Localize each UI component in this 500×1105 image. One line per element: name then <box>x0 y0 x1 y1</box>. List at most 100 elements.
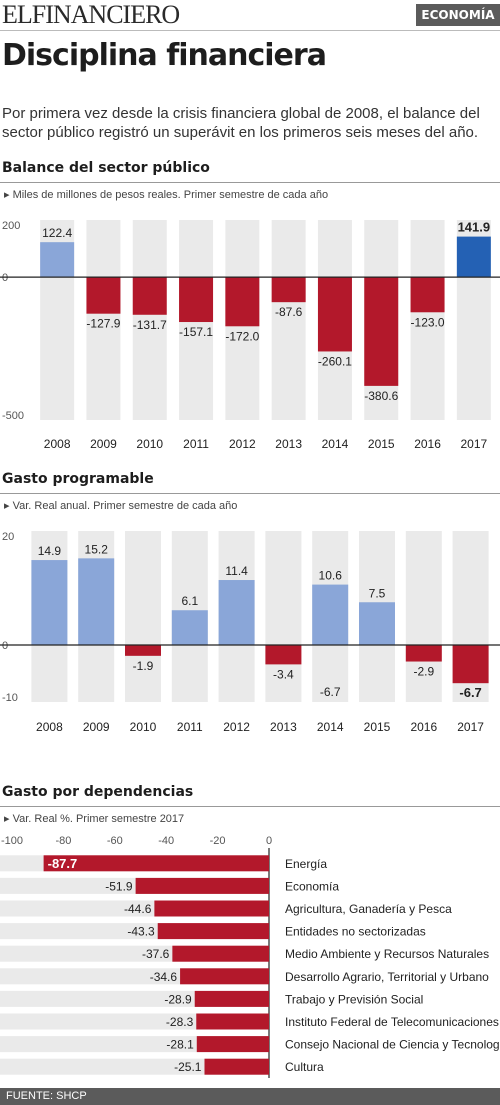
chart1-subtitle: ▸ Miles de millones de pesos reales. Pri… <box>4 189 329 201</box>
balance-x-tick-label: 2009 <box>90 437 117 451</box>
dependencias-chart: -100 -80 -60 -40 -20 0 -87.7 Energía -51.9 Econom… <box>0 835 500 1078</box>
balance-bar <box>40 242 75 278</box>
balance-data-label: -260.1 <box>318 354 352 368</box>
balance-stripe <box>132 220 167 420</box>
dep-bar <box>154 900 269 917</box>
balance-data-label: -123.0 <box>411 315 445 329</box>
intro-text: Por primera vez desde la crisis financie… <box>2 105 480 141</box>
masthead: ELFINANCIERO ECONOMÍA <box>0 0 500 31</box>
gasto-x-tick-label: 2012 <box>223 720 250 734</box>
dep-xtick-label: -60 <box>107 835 123 847</box>
gasto-x-tick-label: 2009 <box>83 720 110 734</box>
dep-data-label: -28.9 <box>164 992 192 1006</box>
gasto-x-tick-label: 2015 <box>364 720 391 734</box>
balance-data-label: -127.9 <box>86 317 120 331</box>
gasto-stripe <box>405 531 442 702</box>
dep-category-label: Desarrollo Agrario, Territorial y Urbano <box>285 970 489 984</box>
balance-x-tick-label: 2013 <box>275 437 302 451</box>
balance-x-tick-label: 2017 <box>460 437 487 451</box>
dep-bar <box>157 923 269 940</box>
balance-chart: 200 0 -500 122.4 2008 -127.9 2009 -131.7 2010 -15… <box>0 220 500 451</box>
dep-bar <box>196 1013 269 1030</box>
dep-xtick-label: -80 <box>55 835 71 847</box>
chart3-subtitle: ▸ Var. Real %. Primer semestre 2017 <box>4 813 185 825</box>
dep-bar <box>135 877 269 894</box>
gasto-bar <box>405 645 442 662</box>
gasto-stripe <box>265 531 302 702</box>
gasto-ytick-label: 20 <box>2 531 14 543</box>
gasto-bar <box>31 560 68 645</box>
gasto-data-label: 10.6 <box>319 569 343 583</box>
balance-stripe <box>271 220 306 420</box>
dep-category-label: Energía <box>285 857 327 871</box>
balance-bar <box>456 236 491 278</box>
chart2-subtitle: ▸ Var. Real anual. Primer semestre de ca… <box>4 500 238 512</box>
gasto-programable-chart: 20 0 -10 14.9 2008 15.2 2009 -1.9 2010 6.1 2011 11.… <box>0 531 500 734</box>
dep-data-label: -43.3 <box>127 925 155 939</box>
dep-bar <box>194 990 269 1007</box>
gasto-x-tick-label: 2016 <box>410 720 437 734</box>
dep-stripe <box>0 1058 269 1075</box>
logo[interactable]: ELFINANCIERO <box>2 0 180 29</box>
balance-x-tick-label: 2016 <box>414 437 441 451</box>
balance-bar <box>317 277 352 352</box>
balance-stripe <box>410 220 445 420</box>
gasto-x-tick-label: 2010 <box>130 720 157 734</box>
gasto-bar <box>78 558 115 645</box>
dep-xtick-label: -20 <box>210 835 226 847</box>
chart1-title: Balance del sector público <box>2 160 210 176</box>
balance-data-label: -380.6 <box>364 389 398 403</box>
balance-data-label: 122.4 <box>42 226 72 240</box>
dep-data-label: -87.7 <box>48 856 78 871</box>
gasto-data-label: 11.4 <box>225 564 248 578</box>
gasto-stripe <box>125 531 161 702</box>
balance-x-tick-label: 2008 <box>44 437 71 451</box>
dep-category-label: Consejo Nacional de Ciencia y Tecnología <box>285 1038 500 1052</box>
gasto-x-tick-label: 2017 <box>457 720 484 734</box>
gasto-data-label: 7.5 <box>369 586 386 600</box>
balance-bar <box>410 277 445 313</box>
gasto-annotation: -6.7 <box>320 685 341 699</box>
gasto-data-label: -6.7 <box>459 685 481 700</box>
balance-x-tick-label: 2012 <box>229 437 256 451</box>
gasto-bar <box>265 645 302 665</box>
dep-xtick-label: 0 <box>266 835 272 847</box>
page-title: Disciplina financiera <box>2 38 327 73</box>
balance-data-label: 141.9 <box>458 220 491 235</box>
dep-data-label: -25.1 <box>174 1060 202 1074</box>
gasto-x-tick-label: 2013 <box>270 720 297 734</box>
gasto-x-tick-label: 2008 <box>36 720 63 734</box>
chart3-rule <box>0 806 500 807</box>
dep-data-label: -34.6 <box>150 970 178 984</box>
dep-category-label: Cultura <box>285 1060 324 1074</box>
source-note: FUENTE: SHCP <box>0 1088 500 1105</box>
gasto-data-label: 14.9 <box>38 544 62 558</box>
dep-bar <box>180 968 269 985</box>
chart3-subtitle-text: Var. Real %. Primer semestre 2017 <box>12 813 185 825</box>
section-tag[interactable]: ECONOMÍA <box>416 4 500 26</box>
balance-ytick-label: 0 <box>2 272 8 284</box>
gasto-ytick-label: -10 <box>2 692 18 704</box>
gasto-bar <box>312 584 349 645</box>
dep-category-label: Entidades no sectorizadas <box>285 925 426 939</box>
balance-data-label: -157.1 <box>179 325 213 339</box>
chart1-rule <box>0 182 500 183</box>
balance-bar <box>132 277 167 315</box>
chart1-subtitle-text: Miles de millones de pesos reales. Prime… <box>12 189 329 201</box>
balance-x-tick-label: 2015 <box>368 437 395 451</box>
gasto-data-label: 6.1 <box>181 594 198 608</box>
balance-x-tick-label: 2010 <box>136 437 163 451</box>
dep-data-label: -51.9 <box>105 879 133 893</box>
gasto-bar <box>171 610 208 645</box>
balance-bar <box>179 277 214 323</box>
dep-bar <box>172 945 269 962</box>
gasto-ytick-label: 0 <box>2 640 8 652</box>
chart2-subtitle-text: Var. Real anual. Primer semestre de cada… <box>12 500 238 512</box>
dep-category-label: Instituto Federal de Telecomunicaciones <box>285 1015 499 1029</box>
gasto-data-label: 15.2 <box>85 542 109 556</box>
balance-x-tick-label: 2014 <box>322 437 349 451</box>
dep-bar <box>196 1036 269 1053</box>
dep-data-label: -28.3 <box>166 1015 194 1029</box>
chart3-title: Gasto por dependencias <box>2 784 194 800</box>
gasto-bar <box>452 645 489 684</box>
